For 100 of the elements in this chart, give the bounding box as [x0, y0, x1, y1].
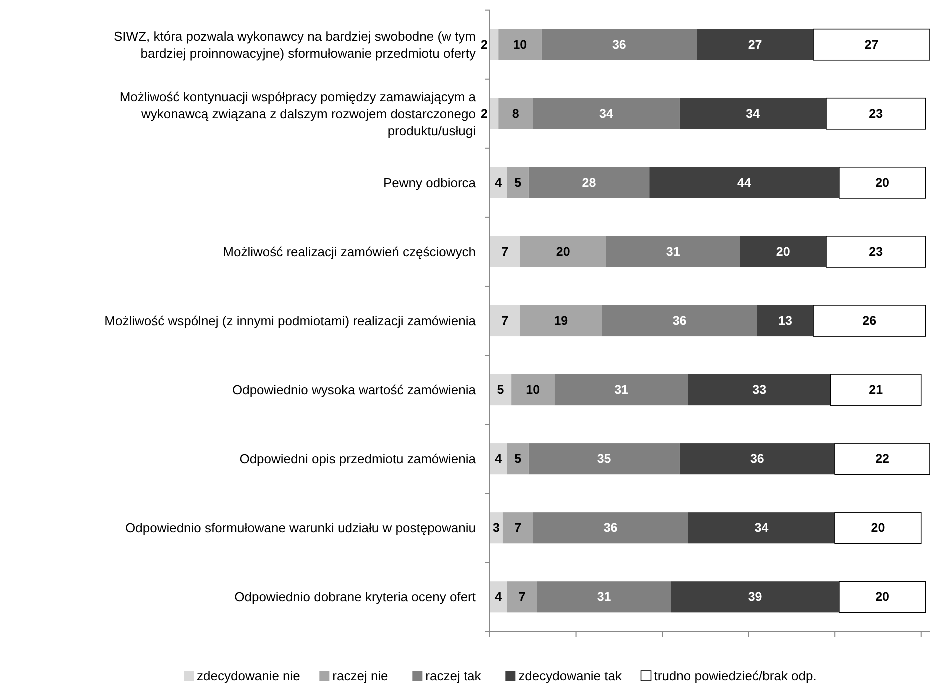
data-label: 7	[502, 244, 509, 259]
y-tick-label: Odpowiednio sformułowane warunki udziału w postępowaniu	[126, 520, 476, 536]
legend-label: trudno powiedzieć/brak odp.	[654, 668, 817, 684]
data-label: 2	[481, 106, 488, 121]
data-label: 44	[738, 176, 752, 190]
data-label: 20	[556, 244, 570, 259]
data-label: 7	[514, 521, 522, 536]
y-tick-label: Możliwość realizacji zamówień częściowych	[223, 244, 476, 260]
bar	[688, 512, 836, 544]
bar	[650, 167, 840, 198]
legend-label: raczej nie	[332, 668, 388, 684]
data-label: 26	[862, 314, 877, 328]
data-label: 21	[869, 383, 884, 398]
data-label: 4	[495, 176, 502, 190]
data-label: 36	[672, 314, 687, 328]
bar	[813, 28, 930, 61]
y-tick-label: Odpowiedni opis przedmiotu zamówienia	[240, 452, 477, 467]
data-label: 27	[748, 38, 762, 52]
bar	[533, 98, 680, 130]
data-label: 4	[495, 452, 502, 466]
bar	[533, 512, 688, 544]
legend-label: zdecydowanie tak	[518, 668, 622, 684]
data-label: 27	[864, 38, 879, 52]
data-label: 7	[502, 314, 509, 328]
y-tick-label: Możliwość kontynuacji współpracy pomiędzy zamawiającym a wykonawcą związana z dalszym rozwojem dostarczonego produktu/usługi	[120, 89, 477, 138]
bar	[697, 29, 814, 60]
bar	[490, 236, 520, 268]
bar	[490, 29, 499, 60]
y-tick-label: Odpowiednio wysoka wartość zamówienia	[232, 382, 477, 398]
data-label: 33	[752, 383, 767, 398]
bar	[834, 443, 930, 475]
data-label: 36	[612, 38, 626, 52]
data-label: 20	[876, 590, 890, 604]
y-tick-label: Odpowiednio dobrane kryteria oceny ofert	[234, 590, 476, 605]
data-label: 5	[514, 176, 522, 190]
bar	[490, 582, 508, 613]
data-label: 20	[776, 244, 790, 259]
data-label: 23	[869, 244, 884, 259]
bar	[507, 444, 529, 475]
bar	[602, 305, 758, 337]
data-label: 13	[778, 314, 792, 328]
data-label: 2	[481, 38, 488, 52]
y-tick-label: Możliwość wspólnej (z innymi podmiotami) realizacji zamówienia	[104, 314, 477, 328]
bar	[834, 512, 922, 544]
bar	[520, 305, 602, 337]
data-label: 22	[876, 452, 890, 466]
bar	[542, 29, 698, 60]
data-label: 31	[666, 244, 680, 259]
bar	[490, 167, 508, 198]
bar	[554, 374, 688, 406]
data-label: 34	[754, 521, 769, 536]
bar	[498, 29, 542, 60]
data-label: 36	[604, 521, 618, 536]
bar	[680, 444, 836, 475]
bar	[839, 581, 926, 614]
data-label: 23	[869, 106, 884, 121]
data-label: 3	[492, 521, 500, 536]
data-label: 10	[513, 38, 528, 52]
bar	[528, 444, 680, 475]
bar	[688, 374, 831, 406]
data-label: 5	[497, 383, 504, 398]
data-label: 8	[512, 106, 520, 121]
data-label: 7	[518, 590, 526, 604]
bar	[490, 374, 512, 406]
bar	[520, 236, 606, 268]
bar	[826, 98, 926, 130]
bar	[512, 374, 555, 406]
bar	[502, 512, 534, 544]
bar	[490, 305, 520, 337]
bar	[507, 167, 529, 198]
legend-label: zdecydowanie nie	[197, 668, 300, 684]
data-label: 31	[614, 383, 629, 398]
data-label: 34	[600, 106, 614, 121]
data-label: 19	[554, 314, 568, 328]
bar	[537, 582, 672, 613]
data-label: 4	[495, 590, 502, 604]
bar	[757, 305, 814, 337]
data-label: 20	[871, 521, 886, 536]
data-label: 31	[597, 590, 612, 604]
y-tick-label: Pewny odbiorca	[384, 175, 477, 190]
data-label: 35	[597, 452, 612, 466]
data-label: 39	[748, 590, 762, 604]
bar	[680, 98, 826, 130]
data-label: 20	[876, 176, 890, 190]
data-label: 34	[746, 106, 760, 121]
bar	[839, 167, 926, 199]
y-tick-label: SIWZ, która pozwala wykonawcy na bardziej swobodne (w tym bardziej proinnowacyjne) sformułowanie przedmiotu oferty	[114, 28, 476, 61]
legend-label: raczej tak	[426, 668, 482, 684]
bar	[813, 305, 926, 337]
data-label: 36	[750, 452, 764, 466]
bar	[740, 236, 826, 268]
bar	[490, 98, 499, 130]
bar	[498, 98, 534, 130]
data-label: 10	[526, 383, 540, 398]
bar	[671, 582, 840, 613]
data-label: 28	[582, 176, 596, 190]
bar	[830, 374, 922, 406]
bar	[826, 236, 926, 268]
data-label: 5	[514, 452, 522, 466]
bar	[490, 444, 508, 475]
